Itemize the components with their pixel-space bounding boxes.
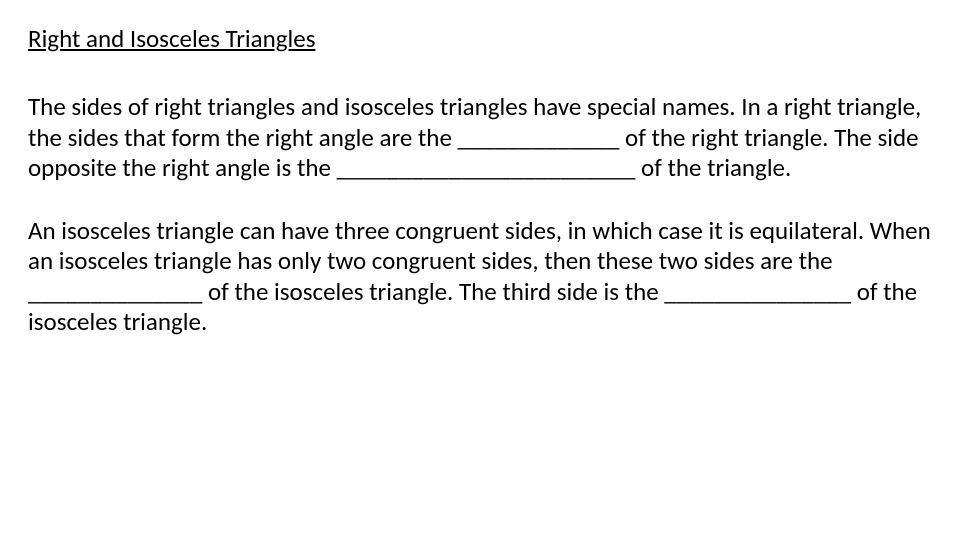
paragraph-1: The sides of right triangles and isoscel…	[28, 92, 932, 184]
paragraph-2: An isosceles triangle can have three con…	[28, 216, 932, 338]
page-title: Right and Isosceles Triangles	[28, 24, 932, 54]
